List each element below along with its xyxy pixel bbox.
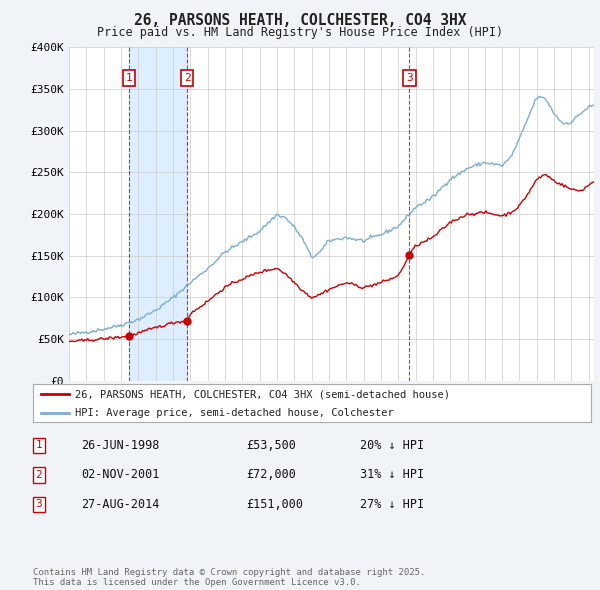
Text: 27% ↓ HPI: 27% ↓ HPI [360,498,424,511]
Text: £53,500: £53,500 [246,439,296,452]
Bar [129,47,187,381]
Text: 26, PARSONS HEATH, COLCHESTER, CO4 3HX: 26, PARSONS HEATH, COLCHESTER, CO4 3HX [134,13,466,28]
Text: 26-JUN-1998: 26-JUN-1998 [81,439,160,452]
Text: 02-NOV-2001: 02-NOV-2001 [81,468,160,481]
Text: 26, PARSONS HEATH, COLCHESTER, CO4 3HX (semi-detached house): 26, PARSONS HEATH, COLCHESTER, CO4 3HX (… [75,389,450,399]
Text: £72,000: £72,000 [246,468,296,481]
Text: Price paid vs. HM Land Registry's House Price Index (HPI): Price paid vs. HM Land Registry's House … [97,26,503,39]
Text: 2: 2 [35,470,43,480]
Text: Contains HM Land Registry data © Crown copyright and database right 2025.
This d: Contains HM Land Registry data © Crown c… [33,568,425,587]
Text: HPI: Average price, semi-detached house, Colchester: HPI: Average price, semi-detached house,… [75,408,394,418]
Text: £151,000: £151,000 [246,498,303,511]
Text: 27-AUG-2014: 27-AUG-2014 [81,498,160,511]
Text: 1: 1 [126,73,133,83]
Text: 3: 3 [35,500,43,509]
Text: 31% ↓ HPI: 31% ↓ HPI [360,468,424,481]
Text: 2: 2 [184,73,191,83]
Text: 1: 1 [35,441,43,450]
Text: 20% ↓ HPI: 20% ↓ HPI [360,439,424,452]
Text: 3: 3 [406,73,413,83]
